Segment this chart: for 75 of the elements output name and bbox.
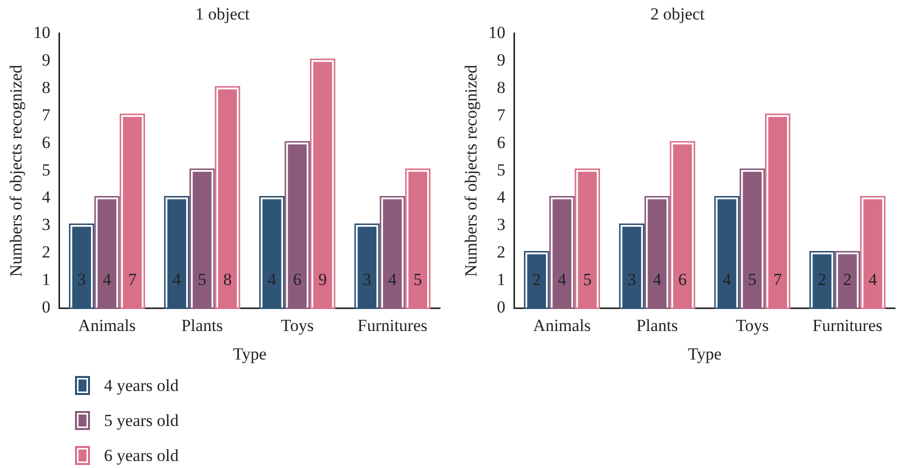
data-label: 8: [223, 270, 232, 290]
y-tick-label: 10: [488, 22, 506, 42]
x-tick-label: Furnitures: [357, 316, 428, 335]
x-tick-label: Toys: [736, 316, 769, 335]
y-tick-label: 6: [496, 132, 506, 152]
bar: [189, 168, 215, 309]
x-tick-label: Toys: [280, 316, 314, 335]
data-label: 4: [652, 270, 662, 290]
data-label: 4: [558, 270, 567, 290]
bar: [549, 196, 575, 309]
data-label: 4: [868, 270, 878, 290]
y-tick-label: 7: [42, 105, 51, 124]
bar: [94, 196, 120, 309]
y-tick-label: 4: [42, 188, 51, 207]
x-tick-label: Furnitures: [812, 316, 882, 335]
x-tick-label: Plants: [181, 316, 223, 335]
bar: [764, 114, 790, 309]
data-label: 4: [268, 270, 277, 290]
data-label: 5: [414, 270, 422, 290]
y-tick-label: 5: [42, 160, 50, 180]
bar: [354, 224, 380, 309]
data-label: 4: [722, 270, 732, 290]
data-label: 3: [628, 270, 636, 290]
bar: [259, 196, 285, 309]
legend-label: 5 years old: [104, 410, 179, 430]
data-label: 5: [198, 270, 206, 290]
y-tick-label: 3: [42, 215, 50, 234]
y-tick-label: 1: [42, 270, 50, 290]
y-tick-label: 8: [42, 78, 50, 97]
y-tick-label: 7: [496, 105, 506, 124]
data-label: 2: [532, 270, 541, 290]
chart-title: 2 object: [650, 4, 705, 24]
data-label: 4: [388, 270, 398, 290]
x-tick-label: Animals: [533, 316, 591, 335]
y-tick-label: 1: [496, 270, 506, 290]
data-label: 6: [293, 270, 302, 290]
data-label: 5: [583, 270, 592, 290]
bar: [68, 224, 94, 309]
bar: [644, 196, 670, 309]
data-label: 4: [172, 270, 182, 290]
y-axis-title: Numbers of objects recognized: [6, 64, 26, 277]
y-tick-label: 4: [496, 188, 506, 207]
y-tick-label: 6: [42, 132, 50, 152]
data-label: 2: [843, 270, 852, 290]
data-label: 9: [318, 270, 327, 290]
y-tick-label: 3: [496, 215, 506, 234]
legend-label: 6 years old: [104, 446, 179, 466]
y-tick-label: 10: [33, 22, 50, 42]
y-tick-label: 9: [496, 50, 506, 70]
data-label: 3: [362, 270, 372, 290]
y-tick-label: 9: [42, 50, 50, 70]
y-tick-label: 8: [496, 78, 506, 97]
bar: [380, 196, 406, 309]
data-label: 7: [128, 270, 138, 290]
x-axis-title: Type: [232, 344, 267, 364]
chart-title: 1 object: [195, 4, 250, 24]
bar: [670, 141, 696, 309]
y-tick-label: 2: [42, 242, 50, 262]
data-label: 3: [77, 270, 86, 290]
data-label: 4: [102, 270, 112, 290]
y-tick-label: 5: [496, 160, 506, 180]
x-tick-label: Plants: [636, 316, 678, 335]
bar: [310, 58, 336, 309]
x-axis-title: Type: [688, 344, 722, 364]
y-tick-label: 0: [42, 298, 50, 317]
x-tick-label: Animals: [78, 316, 136, 335]
y-tick-label: 2: [496, 242, 506, 262]
y-tick-label: 0: [496, 298, 506, 317]
y-axis-title: Numbers of objects recognized: [462, 64, 481, 277]
bar: [214, 86, 240, 309]
data-label: 5: [748, 270, 757, 290]
legend-label: 4 years old: [104, 376, 179, 396]
data-label: 6: [678, 270, 687, 290]
data-label: 2: [818, 270, 826, 290]
data-label: 7: [773, 270, 782, 290]
